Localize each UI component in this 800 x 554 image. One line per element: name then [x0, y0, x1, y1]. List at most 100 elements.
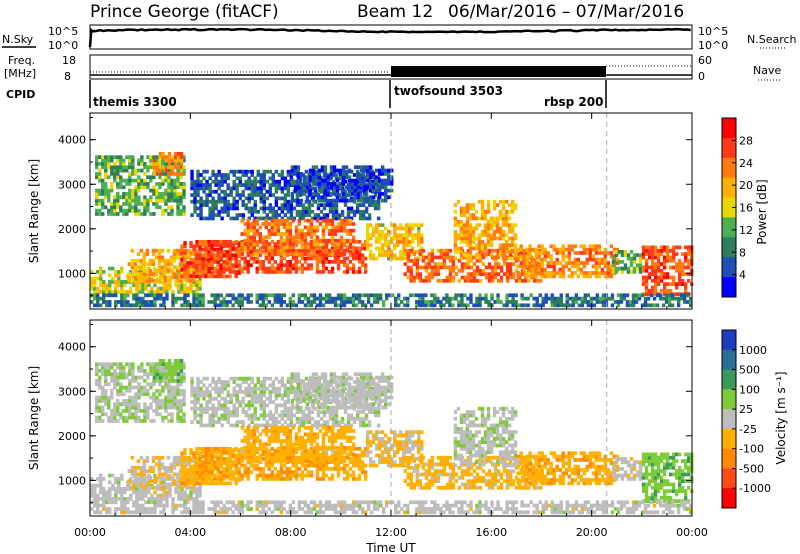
power-cell — [158, 172, 163, 176]
power-cell — [565, 296, 569, 301]
power-cell — [670, 293, 675, 298]
power-cell — [411, 233, 415, 238]
power-cell — [193, 196, 197, 201]
velocity-cell — [95, 419, 99, 423]
power-cell — [308, 168, 313, 173]
power-cell — [288, 228, 293, 233]
power-cell — [95, 188, 99, 193]
power-cell — [238, 213, 242, 217]
power-cell — [394, 300, 398, 304]
power-cell — [348, 243, 353, 248]
power-cell — [179, 162, 184, 166]
power-cell — [478, 278, 483, 283]
velocity-cell — [146, 409, 150, 413]
power-cell — [649, 293, 654, 298]
power-cell — [377, 236, 382, 241]
velocity-cell — [90, 490, 94, 495]
velocity-cell — [189, 490, 193, 495]
velocity-cell — [143, 409, 147, 413]
power-cell — [405, 243, 409, 248]
power-cell — [468, 203, 473, 207]
power-cell — [190, 278, 195, 283]
power-cell — [453, 216, 458, 221]
velocity-cell — [128, 415, 132, 420]
power-cell — [374, 182, 379, 186]
power-cell — [465, 226, 470, 231]
velocity-cell — [172, 472, 177, 477]
power-cell — [356, 172, 361, 176]
power-cell — [513, 233, 518, 238]
power-cell — [167, 151, 172, 156]
power-cell — [537, 244, 541, 249]
power-cell — [90, 276, 94, 281]
power-cell — [418, 300, 422, 304]
power-cell — [620, 253, 625, 258]
power-cell — [95, 195, 99, 200]
power-cell — [312, 256, 317, 261]
power-cell — [481, 252, 486, 256]
power-cell — [293, 172, 298, 176]
velocity-cell — [104, 402, 108, 407]
velocity-cell — [161, 405, 165, 410]
power-cell — [228, 274, 232, 279]
velocity-cell — [176, 392, 180, 397]
power-cell — [237, 253, 241, 258]
power-cell — [247, 179, 251, 184]
power-cell — [360, 243, 365, 248]
velocity-cell — [120, 487, 124, 491]
power-cell — [303, 296, 308, 301]
cpid-row: CPID themis 3300 twofsound 3503 rbsp 200 — [6, 80, 607, 109]
power-cell — [195, 253, 199, 258]
velocity-cell — [166, 469, 171, 473]
velocity-cell — [161, 365, 165, 370]
power-cell — [213, 300, 217, 304]
velocity-cell — [128, 399, 132, 403]
power-cell — [131, 158, 135, 163]
power-cell — [381, 300, 386, 304]
power-cell — [137, 185, 141, 190]
velocity-cell — [131, 362, 135, 367]
velocity-cell — [139, 485, 144, 490]
power-cell — [186, 271, 190, 275]
power-cell — [189, 257, 193, 262]
power-cell — [243, 245, 247, 250]
velocity-cell — [164, 409, 168, 413]
velocity-cell — [167, 395, 171, 400]
power-cell — [362, 192, 367, 196]
power-cell — [193, 179, 197, 184]
power-cell — [199, 173, 203, 177]
velocity-cell — [176, 358, 181, 363]
power-cell — [176, 198, 180, 203]
power-cell — [148, 258, 153, 263]
power-cell — [439, 265, 444, 270]
power-cell — [216, 243, 220, 248]
power-cell — [477, 199, 482, 204]
power-cell — [433, 300, 437, 304]
power-cell — [216, 293, 220, 298]
power-cell — [114, 270, 118, 274]
power-cell — [309, 242, 314, 246]
power-cell — [313, 199, 318, 204]
velocity-cell — [158, 362, 163, 367]
power-cell — [234, 249, 238, 254]
velocity-cell — [189, 451, 193, 456]
power-cell — [155, 202, 159, 206]
power-cell — [358, 186, 363, 191]
power-cell — [668, 265, 673, 270]
power-cell — [490, 255, 495, 260]
freq-tick-top: 18 — [62, 54, 76, 67]
power-cell — [549, 257, 553, 262]
power-cell — [167, 192, 171, 196]
power-cell — [487, 272, 492, 276]
power-cell — [653, 282, 658, 287]
power-cell — [271, 206, 276, 211]
velocity-cell — [170, 392, 174, 397]
power-cell — [258, 263, 262, 268]
power-cell — [195, 274, 199, 279]
power-cell — [586, 300, 591, 304]
velocity-cell — [231, 448, 235, 452]
power-cell — [240, 218, 244, 223]
power-cell — [354, 256, 359, 261]
power-cell — [234, 246, 238, 251]
power-cell — [125, 168, 129, 173]
